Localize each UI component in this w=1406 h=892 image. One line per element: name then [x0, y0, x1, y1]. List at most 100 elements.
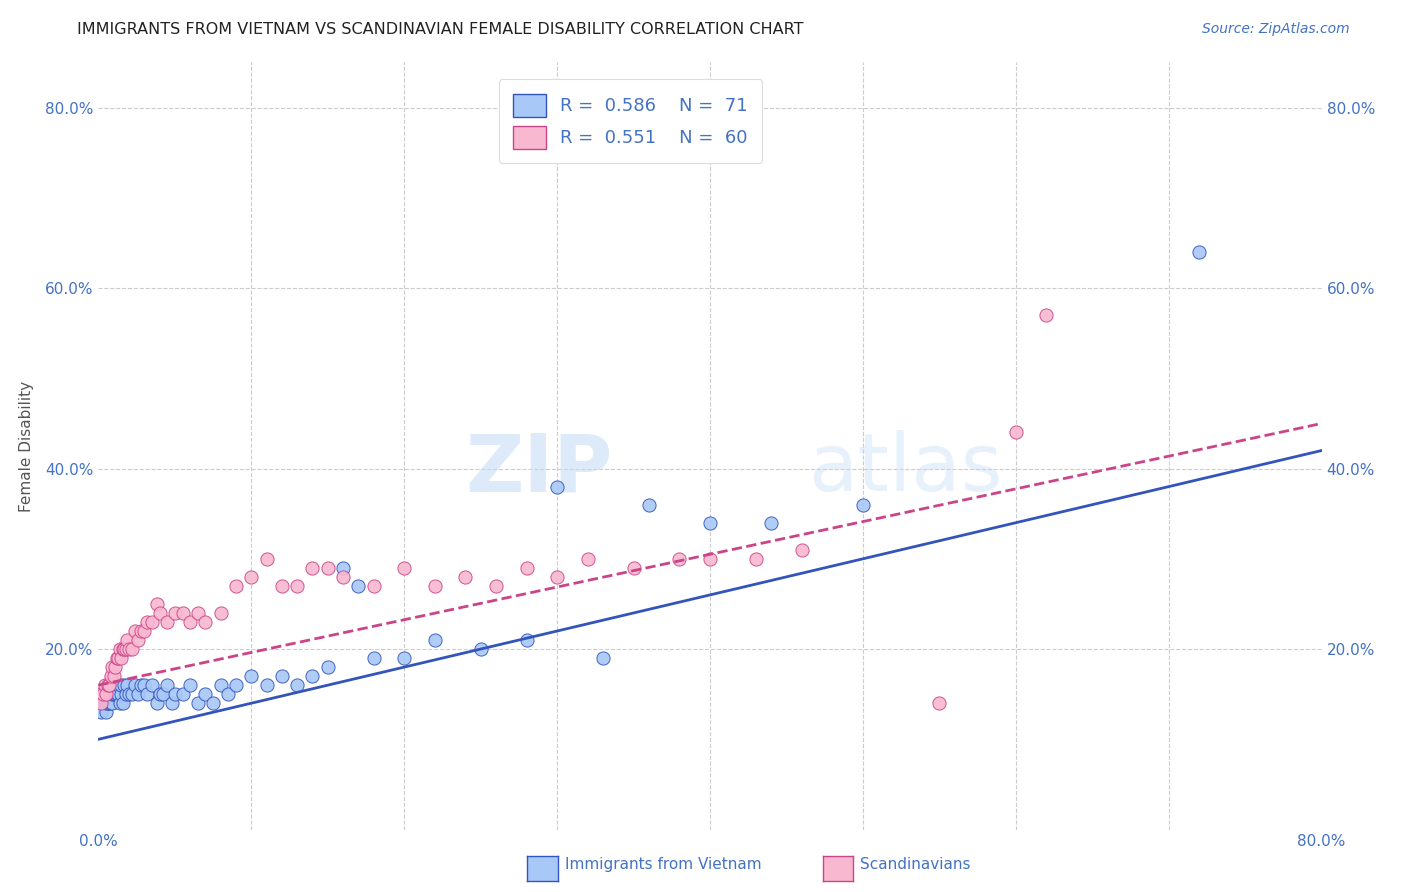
Point: [141, 678, 163, 692]
Point: [91, 687, 114, 701]
Point: [98, 696, 121, 710]
Point: [145, 696, 167, 710]
Point: [111, 696, 134, 710]
Point: [516, 561, 538, 575]
Point: [97, 678, 120, 692]
Point: [423, 633, 446, 648]
Text: Scandinavians: Scandinavians: [860, 857, 972, 872]
Point: [392, 561, 416, 575]
Point: [98, 687, 121, 701]
Point: [637, 498, 661, 512]
Point: [209, 606, 232, 620]
Point: [94, 705, 117, 719]
Point: [110, 687, 132, 701]
Point: [240, 669, 263, 683]
Point: [124, 678, 146, 692]
Text: Source: ZipAtlas.com: Source: ZipAtlas.com: [1202, 22, 1350, 37]
Point: [149, 606, 172, 620]
Point: [156, 615, 179, 629]
Point: [134, 624, 156, 638]
Point: [745, 551, 768, 566]
Point: [152, 687, 174, 701]
Point: [668, 551, 690, 566]
Point: [1035, 308, 1057, 322]
Point: [105, 678, 128, 692]
Point: [163, 687, 186, 701]
Point: [316, 660, 339, 674]
Point: [118, 642, 141, 657]
Point: [1188, 244, 1211, 259]
Legend: R =  0.586    N =  71, R =  0.551    N =  60: R = 0.586 N = 71, R = 0.551 N = 60: [499, 79, 762, 163]
Point: [100, 687, 122, 701]
Point: [546, 480, 568, 494]
Point: [121, 687, 143, 701]
Point: [89, 696, 111, 710]
Point: [105, 651, 128, 665]
Point: [103, 687, 125, 701]
Point: [105, 687, 128, 701]
Point: [454, 570, 477, 584]
Point: [485, 579, 508, 593]
Point: [89, 687, 111, 701]
Point: [91, 696, 114, 710]
Point: [104, 660, 127, 674]
Text: IMMIGRANTS FROM VIETNAM VS SCANDINAVIAN FEMALE DISABILITY CORRELATION CHART: IMMIGRANTS FROM VIETNAM VS SCANDINAVIAN …: [77, 22, 804, 37]
Point: [108, 696, 131, 710]
Point: [115, 687, 138, 701]
Point: [187, 696, 209, 710]
Y-axis label: Female Disability: Female Disability: [18, 380, 34, 512]
Point: [129, 678, 152, 692]
Point: [136, 687, 159, 701]
Point: [392, 651, 416, 665]
Point: [347, 579, 370, 593]
Point: [110, 678, 132, 692]
Point: [145, 597, 167, 611]
Point: [98, 678, 121, 692]
Point: [124, 624, 146, 638]
Point: [103, 678, 125, 692]
Point: [117, 678, 139, 692]
Point: [187, 606, 209, 620]
Point: [163, 606, 186, 620]
Point: [103, 669, 125, 683]
Point: [546, 570, 568, 584]
Point: [172, 606, 194, 620]
Point: [179, 615, 201, 629]
Point: [270, 579, 292, 593]
Point: [97, 696, 120, 710]
Point: [194, 615, 217, 629]
Point: [93, 696, 115, 710]
Point: [225, 579, 247, 593]
Point: [100, 696, 122, 710]
Point: [576, 551, 599, 566]
Point: [179, 678, 201, 692]
Point: [90, 705, 112, 719]
Point: [699, 516, 721, 530]
Point: [623, 561, 645, 575]
Point: [156, 678, 179, 692]
Point: [101, 696, 124, 710]
Point: [194, 687, 217, 701]
Point: [136, 615, 159, 629]
Point: [118, 687, 141, 701]
Point: [107, 651, 129, 665]
Point: [101, 687, 124, 701]
Point: [470, 642, 492, 657]
Point: [115, 642, 138, 657]
Point: [928, 696, 950, 710]
Point: [129, 624, 152, 638]
Text: ZIP: ZIP: [465, 430, 612, 508]
Point: [852, 498, 875, 512]
Point: [97, 687, 120, 701]
Point: [160, 696, 183, 710]
Point: [301, 561, 323, 575]
Point: [516, 633, 538, 648]
Point: [256, 678, 278, 692]
Point: [101, 660, 124, 674]
Point: [217, 687, 239, 701]
Point: [790, 542, 813, 557]
Point: [104, 678, 127, 692]
Point: [107, 687, 129, 701]
Point: [127, 633, 149, 648]
Point: [285, 678, 308, 692]
